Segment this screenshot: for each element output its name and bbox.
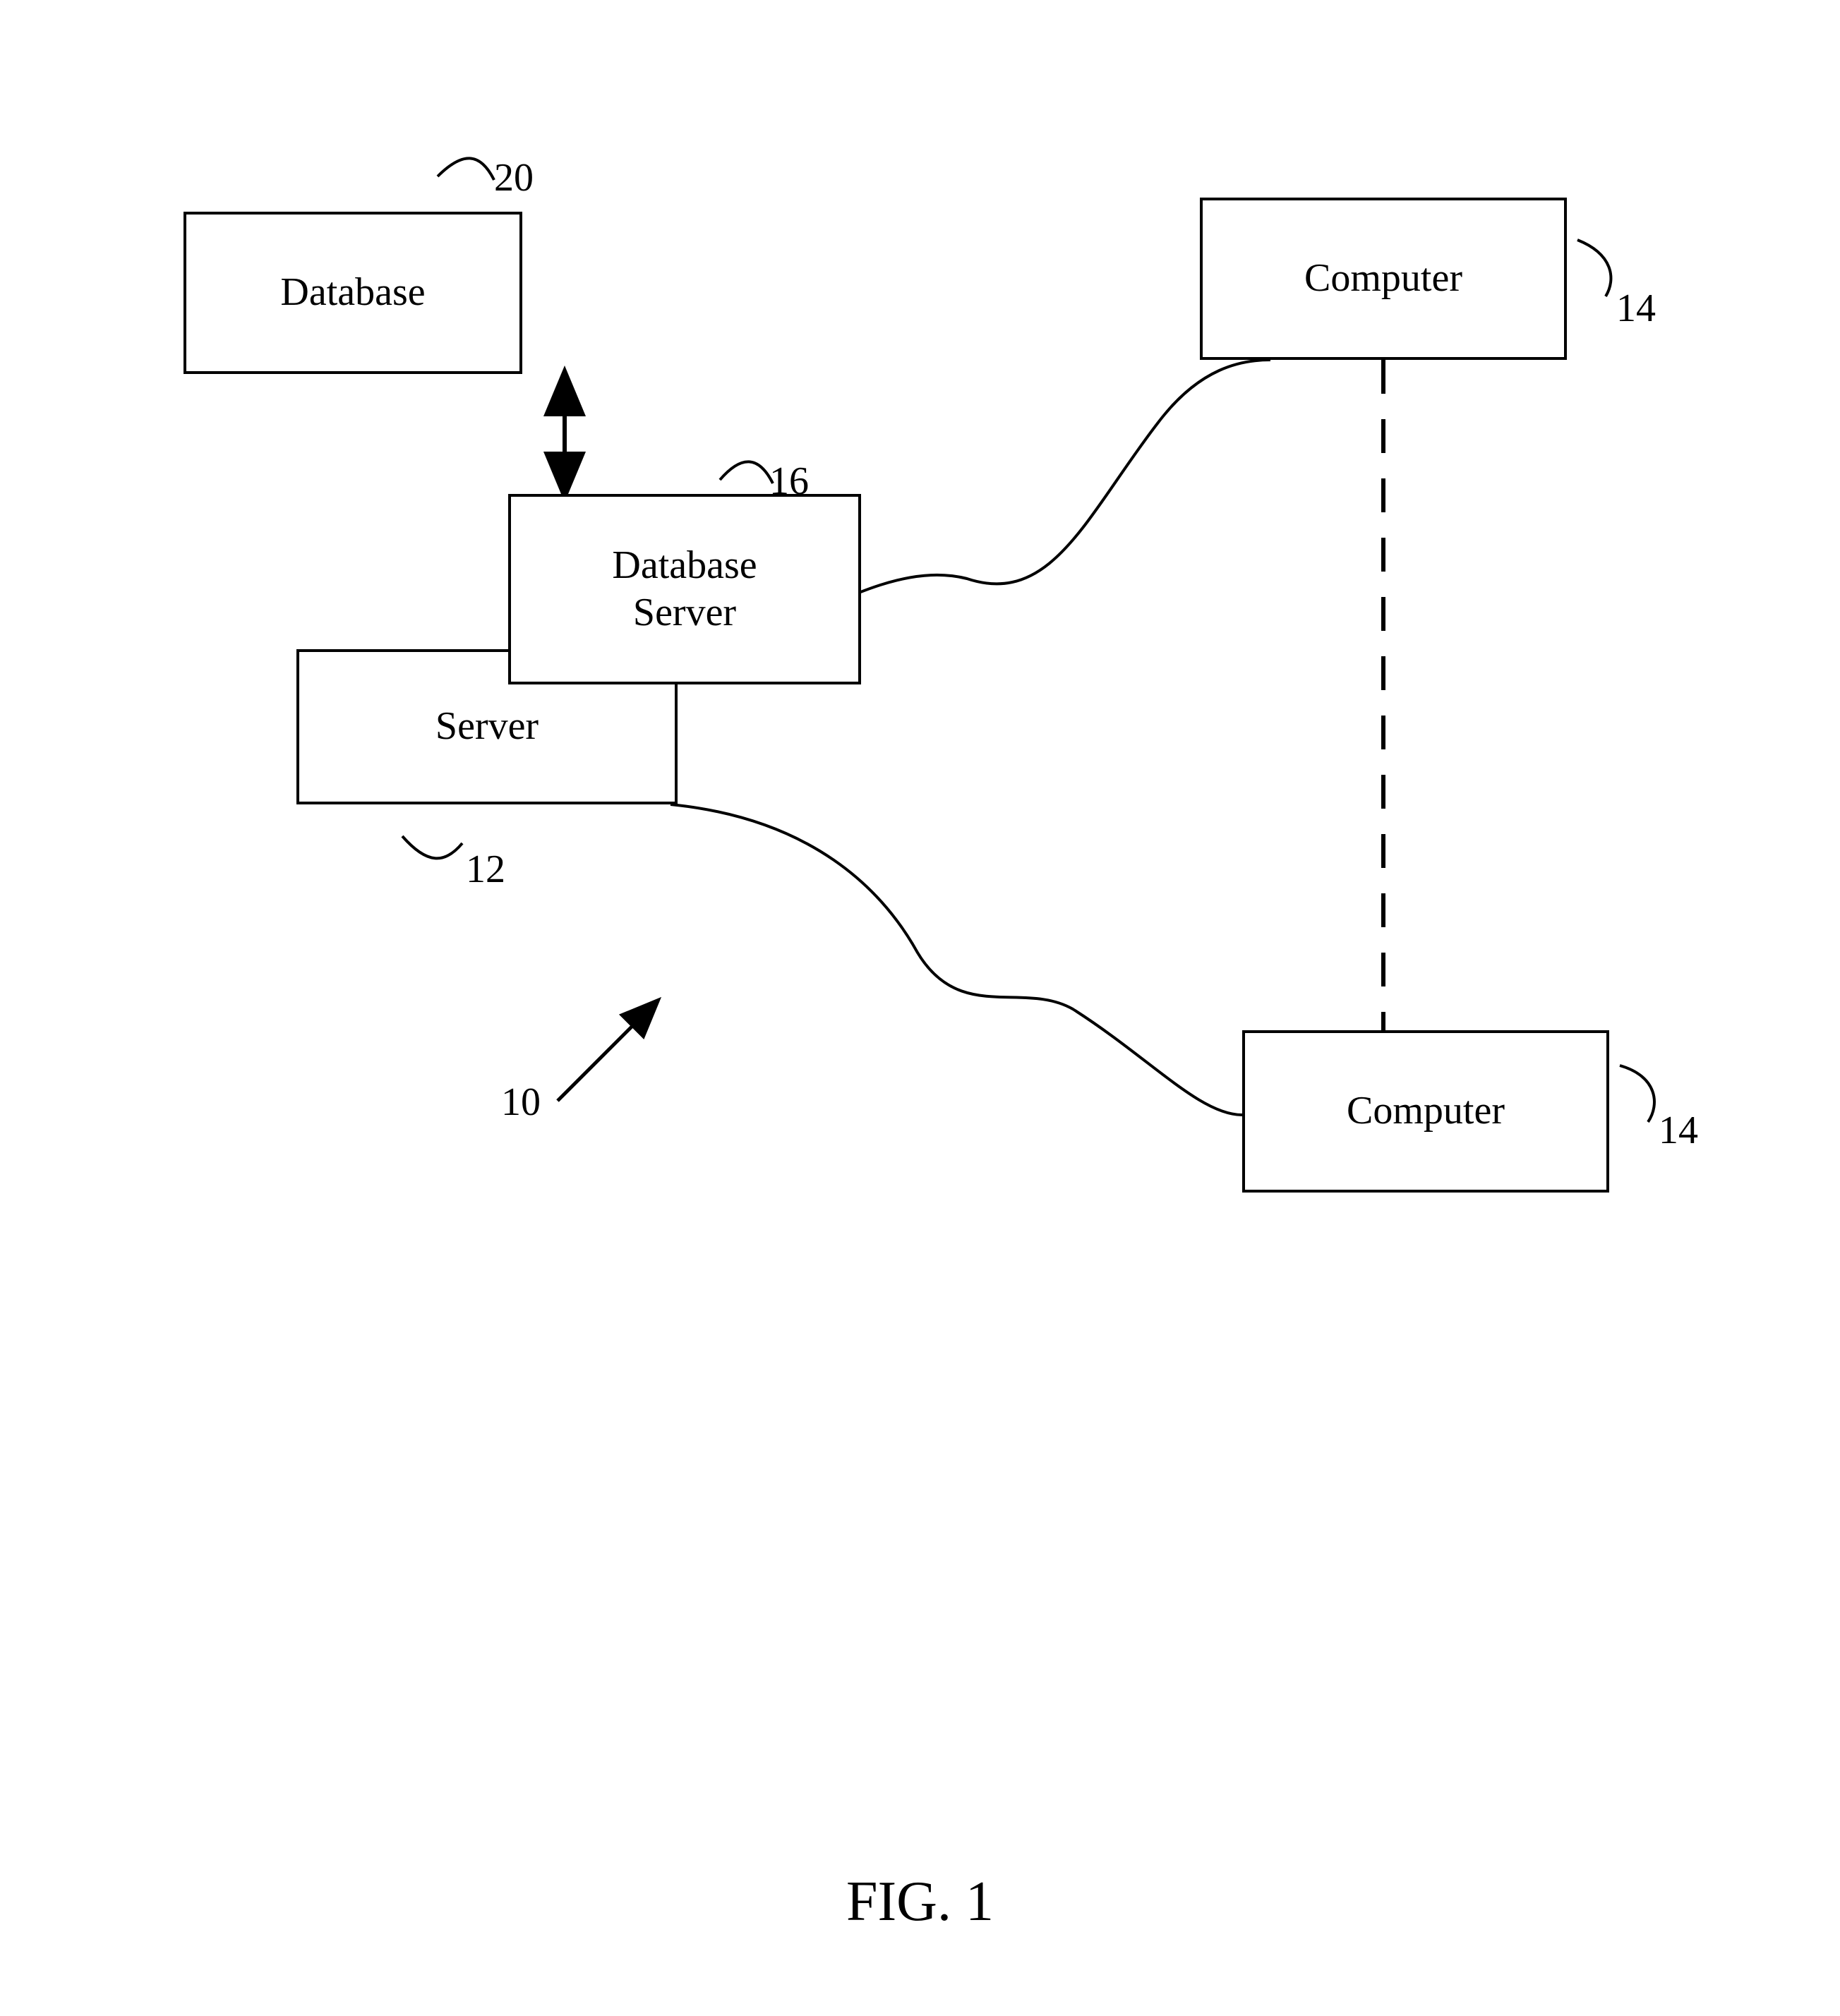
node-server-label: Server [435, 703, 539, 750]
leader-arc-14b [1620, 1066, 1654, 1122]
edge-server-computer-bottom [671, 804, 1242, 1115]
ref-10-arrow [558, 1002, 656, 1101]
ref-label-14-top: 14 [1616, 286, 1656, 331]
ref-label-10: 10 [501, 1080, 541, 1125]
node-computer-top-label: Computer [1304, 255, 1462, 302]
node-database-server: DatabaseServer [508, 494, 861, 684]
ref-label-12: 12 [466, 847, 505, 892]
leader-arc-16 [720, 461, 773, 483]
ref-label-16: 16 [769, 459, 809, 504]
node-database-server-label: DatabaseServer [612, 542, 757, 636]
leader-arc-20 [438, 158, 494, 180]
ref-label-14-bottom: 14 [1659, 1108, 1698, 1153]
leader-arc-14a [1577, 240, 1611, 296]
figure-caption: FIG. 1 [846, 1870, 994, 1934]
ref-label-20: 20 [494, 155, 534, 200]
node-database: Database [184, 212, 522, 374]
node-database-label: Database [280, 269, 425, 316]
node-computer-top: Computer [1200, 198, 1567, 360]
leader-arc-12 [402, 836, 462, 858]
node-computer-bottom: Computer [1242, 1030, 1609, 1193]
figure-1-diagram: Server DatabaseServer Database Computer … [0, 0, 1840, 2016]
node-computer-bottom-label: Computer [1347, 1087, 1505, 1135]
